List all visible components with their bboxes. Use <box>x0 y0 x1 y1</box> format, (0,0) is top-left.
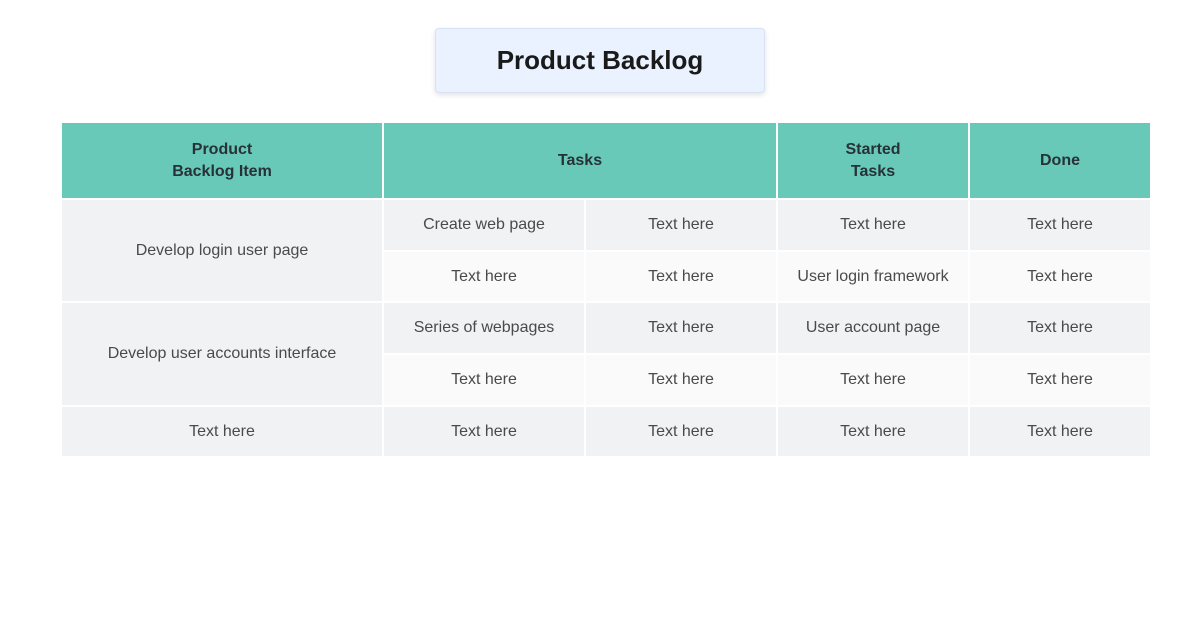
cell-done: Text here <box>970 407 1150 457</box>
table-row: Develop user accounts interface Series o… <box>62 303 1150 353</box>
cell-task-a: Create web page <box>384 200 584 250</box>
cell-started: User account page <box>778 303 968 353</box>
cell-done: Text here <box>970 200 1150 250</box>
col-header-tasks: Tasks <box>384 123 776 198</box>
title-box: Product Backlog <box>435 28 765 93</box>
col-header-item: ProductBacklog Item <box>62 123 382 198</box>
backlog-table: ProductBacklog Item Tasks StartedTasks D… <box>60 121 1152 458</box>
cell-task-a: Text here <box>384 355 584 405</box>
col-header-started: StartedTasks <box>778 123 968 198</box>
cell-task-b: Text here <box>586 200 776 250</box>
cell-item: Develop user accounts interface <box>62 303 382 404</box>
cell-task-a: Text here <box>384 407 584 457</box>
cell-task-b: Text here <box>586 355 776 405</box>
cell-done: Text here <box>970 252 1150 302</box>
cell-task-a: Series of webpages <box>384 303 584 353</box>
backlog-container: Product Backlog ProductBacklog Item Task… <box>60 28 1140 458</box>
table-row: Text here Text here Text here Text here … <box>62 407 1150 457</box>
cell-done: Text here <box>970 303 1150 353</box>
cell-started: Text here <box>778 407 968 457</box>
cell-started: User login framework <box>778 252 968 302</box>
cell-item: Develop login user page <box>62 200 382 301</box>
cell-task-a: Text here <box>384 252 584 302</box>
cell-started: Text here <box>778 200 968 250</box>
cell-started: Text here <box>778 355 968 405</box>
cell-task-b: Text here <box>586 303 776 353</box>
page-title: Product Backlog <box>436 45 764 76</box>
table-row: Develop login user page Create web page … <box>62 200 1150 250</box>
cell-task-b: Text here <box>586 407 776 457</box>
table-header-row: ProductBacklog Item Tasks StartedTasks D… <box>62 123 1150 198</box>
col-header-done: Done <box>970 123 1150 198</box>
cell-task-b: Text here <box>586 252 776 302</box>
cell-item: Text here <box>62 407 382 457</box>
cell-done: Text here <box>970 355 1150 405</box>
